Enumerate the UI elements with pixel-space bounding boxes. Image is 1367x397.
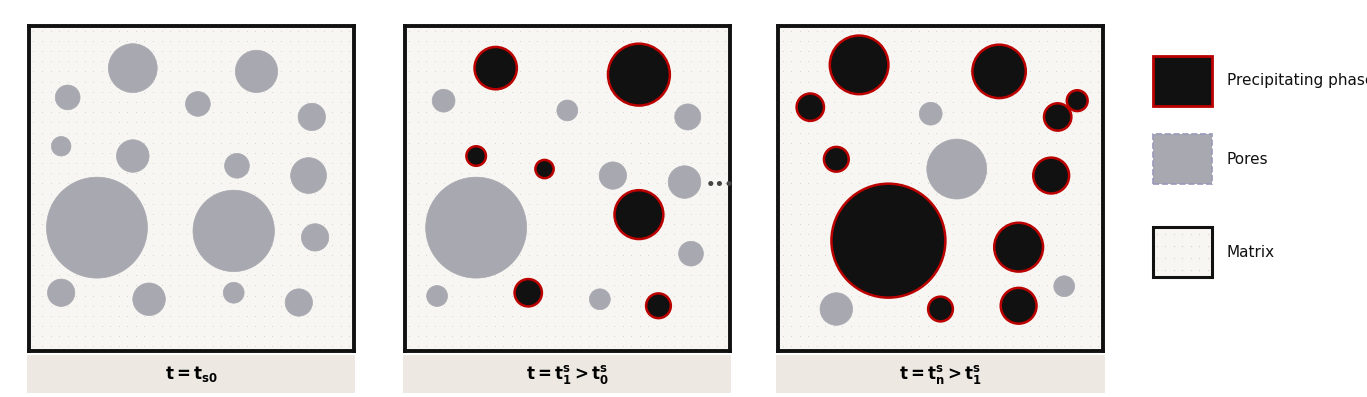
- Text: Precipitating phase: Precipitating phase: [1226, 73, 1367, 88]
- Circle shape: [432, 89, 455, 112]
- Circle shape: [556, 100, 578, 121]
- Circle shape: [830, 36, 889, 94]
- Circle shape: [972, 45, 1025, 98]
- Text: $\mathbf{t = t_1^s > t_0^s}$: $\mathbf{t = t_1^s > t_0^s}$: [526, 363, 608, 385]
- Circle shape: [831, 184, 946, 298]
- Circle shape: [797, 94, 824, 121]
- Circle shape: [599, 162, 626, 189]
- Circle shape: [1001, 288, 1036, 324]
- Circle shape: [301, 224, 328, 251]
- Circle shape: [1054, 276, 1074, 297]
- Circle shape: [474, 47, 517, 89]
- Circle shape: [536, 160, 554, 178]
- Circle shape: [286, 289, 313, 316]
- Circle shape: [466, 146, 485, 166]
- Circle shape: [514, 279, 541, 306]
- Circle shape: [425, 177, 526, 278]
- Text: Matrix: Matrix: [1226, 245, 1275, 260]
- Circle shape: [615, 190, 663, 239]
- Circle shape: [920, 102, 942, 125]
- Circle shape: [824, 147, 849, 172]
- Circle shape: [1066, 90, 1088, 111]
- Circle shape: [298, 103, 325, 131]
- Circle shape: [186, 92, 211, 116]
- Bar: [1152, 134, 1211, 184]
- Circle shape: [668, 166, 701, 198]
- Circle shape: [647, 293, 671, 318]
- Text: $\mathbf{t = t_{s0}}$: $\mathbf{t = t_{s0}}$: [165, 364, 217, 384]
- Circle shape: [928, 297, 953, 322]
- Circle shape: [193, 190, 275, 272]
- Circle shape: [608, 44, 670, 106]
- Circle shape: [235, 50, 278, 93]
- Circle shape: [108, 44, 157, 93]
- Bar: [1152, 227, 1211, 277]
- Circle shape: [1033, 158, 1069, 193]
- Circle shape: [46, 177, 148, 278]
- Circle shape: [291, 158, 327, 193]
- Circle shape: [675, 104, 701, 130]
- Circle shape: [223, 282, 245, 303]
- Circle shape: [224, 153, 249, 178]
- Circle shape: [427, 285, 447, 306]
- Circle shape: [55, 85, 81, 110]
- Circle shape: [116, 140, 149, 172]
- Text: Pores: Pores: [1226, 152, 1269, 167]
- Text: ...: ...: [705, 165, 735, 192]
- Circle shape: [589, 289, 610, 310]
- Circle shape: [48, 279, 75, 306]
- Circle shape: [52, 137, 71, 156]
- Circle shape: [1044, 103, 1072, 131]
- Circle shape: [133, 283, 165, 316]
- Circle shape: [678, 241, 704, 266]
- Circle shape: [820, 293, 853, 325]
- Bar: [1152, 56, 1211, 106]
- Text: $\mathbf{t = t_n^s > t_1^s}$: $\mathbf{t = t_n^s > t_1^s}$: [899, 363, 982, 385]
- Circle shape: [994, 223, 1043, 272]
- Circle shape: [927, 139, 987, 199]
